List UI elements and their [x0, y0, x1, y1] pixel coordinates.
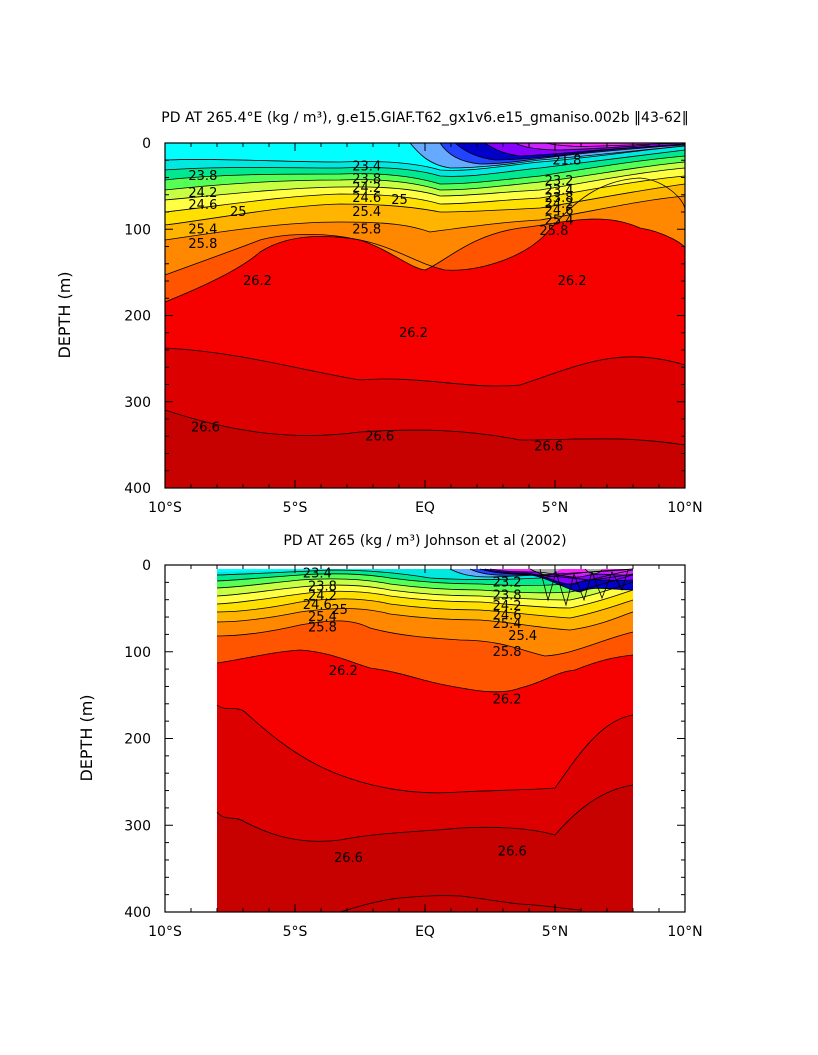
y-tick-label: 200	[124, 309, 151, 325]
panel-bottom-title: PD AT 265 (kg / m³) Johnson et al (2002)	[283, 533, 566, 549]
x-tick-label: 10°N	[667, 500, 702, 516]
panel-top-contours	[165, 143, 685, 446]
panel-top-plot: 23.824.224.6 2525.425.826.226.226.226.626…	[165, 143, 685, 488]
contour-label: 24.2	[545, 197, 574, 212]
contour-label: 21.8	[552, 153, 581, 168]
panel-bottom-profile-spikes	[539, 568, 629, 607]
band-22.6-b	[217, 569, 340, 572]
contour-label: 26.2	[329, 664, 358, 679]
contour-label: 23.8	[352, 172, 381, 187]
contour-label: 24.6	[352, 191, 381, 206]
contour-label: 26.2	[243, 274, 272, 289]
x-tick-label: 5°S	[283, 500, 308, 516]
x-tick-label: 10°S	[148, 500, 182, 516]
contour-label: 26.2	[493, 692, 522, 707]
y-tick-label: 100	[124, 645, 151, 661]
contour-label: 26.6	[365, 429, 394, 444]
contour-label: 24.2	[352, 181, 381, 196]
panel-top-title: PD AT 265.4°E (kg / m³), g.e15.GIAF.T62_…	[161, 110, 688, 126]
x-tick-label: EQ	[415, 924, 435, 940]
y-tick-label: 100	[124, 222, 151, 238]
panel-bottom-ylabel: DEPTH (m)	[77, 694, 96, 781]
y-tick-label: 300	[124, 395, 151, 411]
contour-label: 26.6	[498, 844, 527, 859]
contour-label: 25.4	[545, 214, 574, 229]
x-tick-label: EQ	[415, 500, 435, 516]
contour-label: 25.8	[308, 620, 337, 635]
contour-label: 23.8	[493, 588, 522, 603]
band-gray-b	[530, 569, 602, 576]
contour-label: 24.6	[303, 598, 332, 613]
contour-label: 23.4	[303, 567, 332, 582]
y-tick-label: 300	[124, 818, 151, 834]
x-tick-label: 10°N	[667, 924, 702, 940]
contour-label: 26.2	[558, 274, 587, 289]
contour-label: 25.4	[493, 617, 522, 632]
contour-label: 23.4	[352, 159, 381, 174]
contour-label: 25.8	[493, 645, 522, 660]
y-tick-label: 400	[124, 481, 151, 497]
contour-label: 25	[331, 603, 348, 618]
y-tick-label: 400	[124, 905, 151, 921]
contour-label: 24.2	[188, 186, 217, 201]
panel-bottom: PD AT 265 (kg / m³) Johnson et al (2002)	[77, 533, 703, 940]
contour-label: 25.4	[188, 222, 217, 237]
x-tick-label: 10°S	[148, 924, 182, 940]
contour-label: 24.2	[493, 599, 522, 614]
contour-label: 26.2	[399, 326, 428, 341]
contour-label: 25.8	[539, 224, 568, 239]
contour-label: 25.8	[188, 237, 217, 252]
contour-label: 23.2	[493, 575, 522, 590]
contour-label: 25.4	[508, 629, 537, 644]
contour-label: 26.6	[534, 440, 563, 455]
contour-label: 24.6	[493, 608, 522, 623]
contour-label: 23.8	[308, 580, 337, 595]
contour-label: 25	[230, 205, 247, 220]
contour-label: 23.8	[545, 191, 574, 206]
panel-top-contour-labels: 23.824.224.6 2525.425.826.226.226.226.626…	[188, 153, 586, 454]
contour-label: 25.4	[352, 205, 381, 220]
contour-label: 25.8	[352, 222, 381, 237]
y-tick-label: 0	[142, 136, 151, 152]
contour-label: 23.8	[188, 169, 217, 184]
contour-label: 25	[391, 193, 408, 208]
contour-label: 23.4	[545, 183, 574, 198]
panel-bottom-contours	[216, 568, 634, 912]
y-tick-label: 0	[142, 558, 151, 574]
panel-top-ticks: 10°S 5°S EQ 5°N 10°N 0 100 200 300 400	[124, 136, 702, 516]
x-tick-label: 5°N	[542, 500, 568, 516]
contour-label: 24.6	[545, 203, 574, 218]
contour-label: 24.2	[308, 589, 337, 604]
contour-label: 23.2	[545, 174, 574, 189]
contour-label: 26.6	[334, 851, 363, 866]
contour-label: 25.4	[308, 610, 337, 625]
panel-top: PD AT 265.4°E (kg / m³), g.e15.GIAF.T62_…	[55, 110, 703, 516]
panel-bottom-ticks: 10°S 5°S EQ 5°N 10°N 0 100 200 300 400	[124, 558, 702, 940]
y-tick-label: 200	[124, 732, 151, 748]
x-tick-label: 5°N	[542, 924, 568, 940]
contour-label: 26.6	[191, 421, 220, 436]
x-tick-label: 5°S	[283, 924, 308, 940]
contour-label: 24.6	[188, 198, 217, 213]
panel-top-ylabel: DEPTH (m)	[55, 271, 74, 358]
